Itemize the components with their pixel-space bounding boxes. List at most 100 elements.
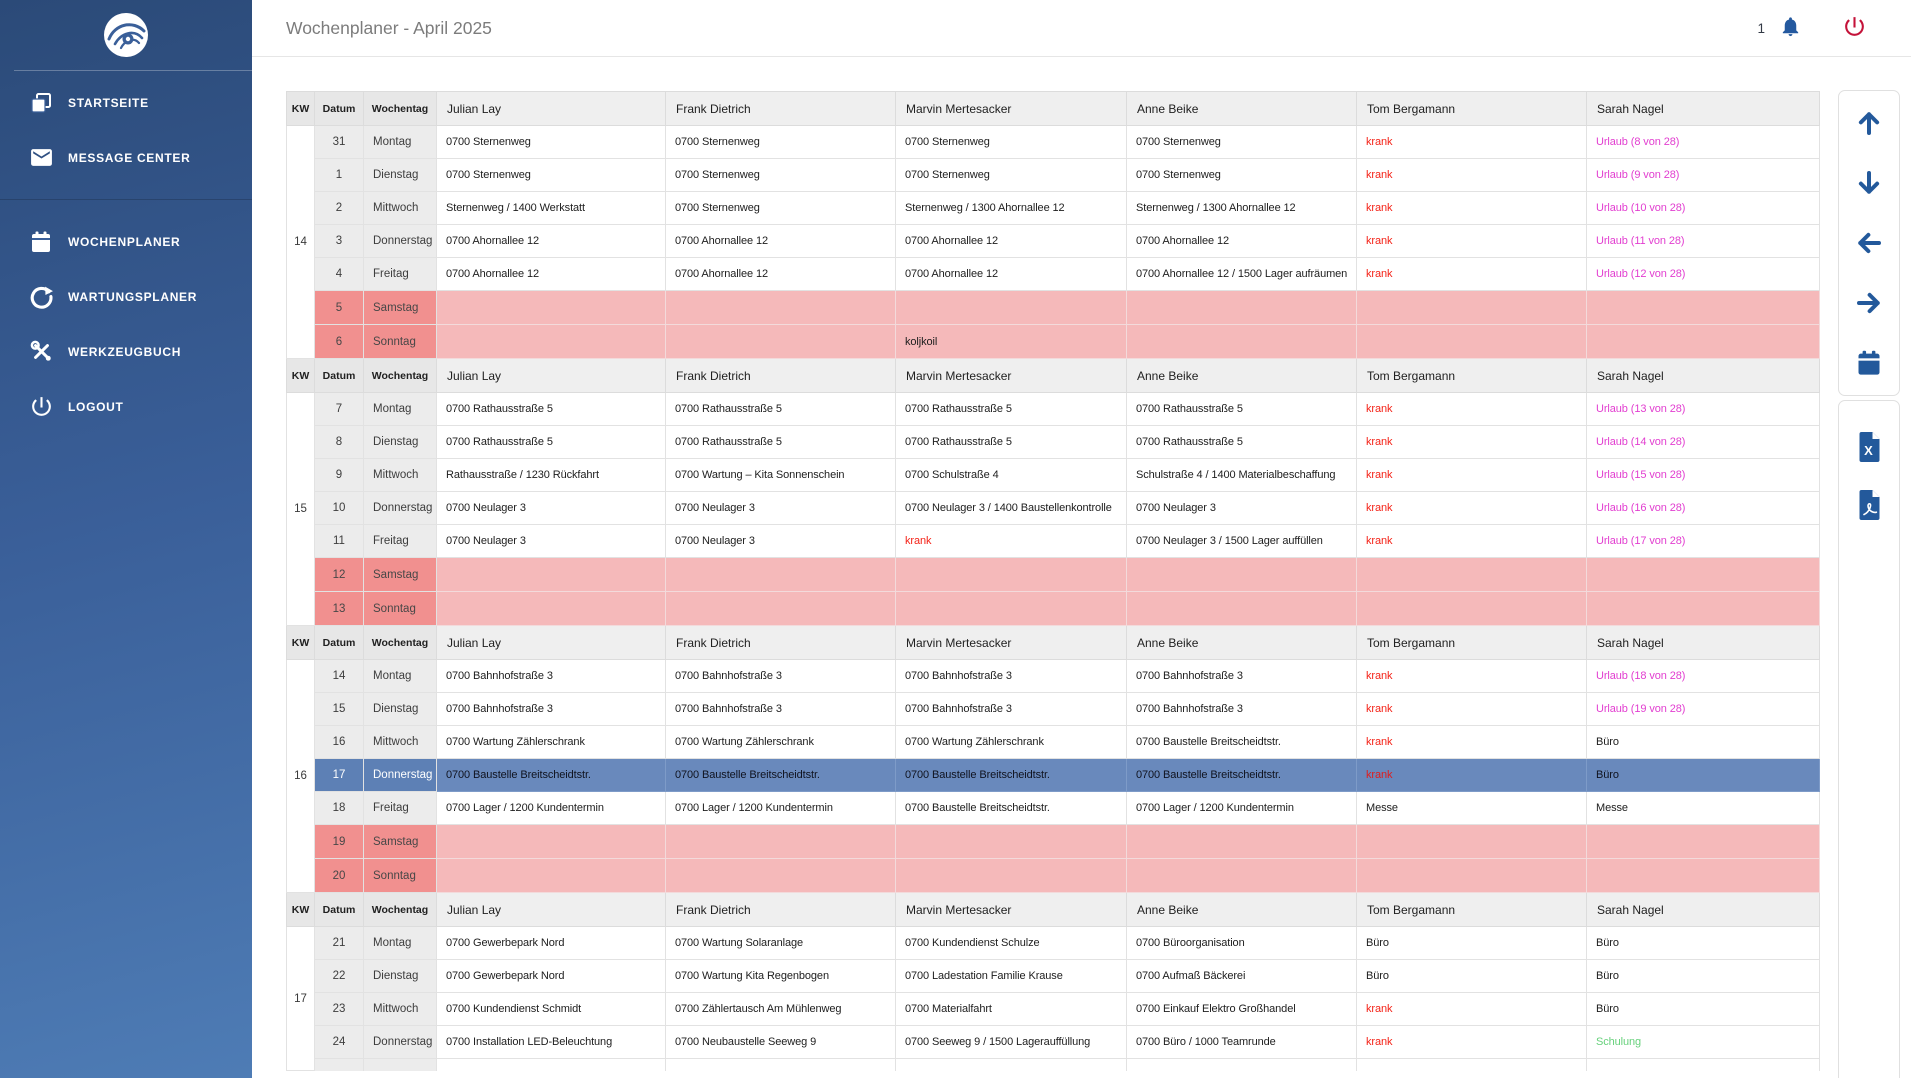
schedule-cell[interactable]: 0700 Sternenweg xyxy=(665,125,896,159)
schedule-cell[interactable]: 0700 Einkauf Elektro Großhandel xyxy=(1126,992,1357,1026)
schedule-cell[interactable] xyxy=(1356,290,1587,325)
date-cell[interactable]: 24 xyxy=(314,1025,364,1059)
date-cell[interactable]: 23 xyxy=(314,992,364,1026)
schedule-cell[interactable]: Schulstraße 4 / 1400 Materialbeschaffung xyxy=(1126,458,1357,492)
schedule-cell[interactable]: 0700 Rathausstraße 5 xyxy=(1126,392,1357,426)
schedule-cell[interactable] xyxy=(1356,557,1587,592)
schedule-cell[interactable]: 0700 Bahnhofstraße 3 xyxy=(1126,659,1357,693)
schedule-cell[interactable]: Büro xyxy=(1586,926,1820,960)
schedule-cell[interactable]: krank xyxy=(1356,659,1587,693)
schedule-cell[interactable]: 0700 Wartung Kita Regenbogen xyxy=(665,959,896,993)
schedule-cell[interactable]: 0700 Kundendienst Schmidt xyxy=(436,992,666,1026)
schedule-cell[interactable] xyxy=(665,290,896,325)
schedule-cell[interactable]: 0700 Baustelle Breitscheidtstr. xyxy=(1126,725,1357,759)
schedule-cell[interactable] xyxy=(1356,324,1587,359)
schedule-cell[interactable]: Urlaub (17 von 28) xyxy=(1586,524,1820,558)
weekday-cell[interactable]: Freitag xyxy=(363,524,437,558)
schedule-cell[interactable]: 0700 Sternenweg xyxy=(895,125,1127,159)
schedule-cell[interactable]: krank xyxy=(1356,524,1587,558)
schedule-cell[interactable]: Sternenweg / 1300 Ahornallee 12 xyxy=(1126,191,1357,225)
date-cell[interactable]: 7 xyxy=(314,392,364,426)
weekday-cell[interactable]: Donnerstag xyxy=(363,224,437,258)
schedule-cell[interactable]: krank xyxy=(1356,257,1587,291)
date-cell[interactable]: 12 xyxy=(314,557,364,592)
schedule-cell[interactable]: 0700 Bahnhofstraße 3 xyxy=(1126,692,1357,726)
schedule-cell[interactable]: Urlaub (16 von 28) xyxy=(1586,491,1820,525)
schedule-cell[interactable] xyxy=(1126,824,1357,859)
schedule-cell[interactable] xyxy=(895,1058,1127,1071)
schedule-cell[interactable] xyxy=(665,557,896,592)
sidebar-item-werkzeugbuch[interactable]: WERKZEUGBUCH xyxy=(0,324,252,379)
calendar-button[interactable] xyxy=(1849,345,1889,383)
date-cell[interactable]: 15 xyxy=(314,692,364,726)
schedule-cell[interactable]: 0700 Bahnhofstraße 3 xyxy=(895,692,1127,726)
schedule-cell[interactable] xyxy=(436,824,666,859)
schedule-cell[interactable] xyxy=(1356,1058,1587,1071)
schedule-cell[interactable]: Urlaub (19 von 28) xyxy=(1586,692,1820,726)
schedule-cell[interactable]: 0700 Lager / 1200 Kundentermin xyxy=(1126,791,1357,825)
date-cell[interactable]: 22 xyxy=(314,959,364,993)
schedule-cell[interactable]: 0700 Rathausstraße 5 xyxy=(895,425,1127,459)
schedule-cell[interactable]: krank xyxy=(1356,158,1587,192)
schedule-cell[interactable]: krank xyxy=(1356,1025,1587,1059)
weekday-cell[interactable]: Dienstag xyxy=(363,959,437,993)
schedule-cell[interactable]: 0700 Neulager 3 xyxy=(665,491,896,525)
schedule-cell[interactable]: 0700 Kundendienst Schulze xyxy=(895,926,1127,960)
date-cell[interactable]: 5 xyxy=(314,290,364,325)
schedule-cell[interactable] xyxy=(1126,324,1357,359)
weekday-cell[interactable]: Montag xyxy=(363,926,437,960)
schedule-cell[interactable]: 0700 Wartung Zählerschrank xyxy=(895,725,1127,759)
schedule-cell[interactable] xyxy=(1356,824,1587,859)
sidebar-item-wartungsplaner[interactable]: WARTUNGSPLANER xyxy=(0,269,252,324)
schedule-cell[interactable]: 0700 Neulager 3 / 1500 Lager auffüllen xyxy=(1126,524,1357,558)
schedule-cell[interactable]: krank xyxy=(1356,458,1587,492)
schedule-cell[interactable]: Sternenweg / 1400 Werkstatt xyxy=(436,191,666,225)
schedule-cell[interactable]: Sternenweg / 1300 Ahornallee 12 xyxy=(895,191,1127,225)
date-cell[interactable]: 20 xyxy=(314,858,364,893)
schedule-cell[interactable]: 0700 Sternenweg xyxy=(436,125,666,159)
schedule-cell[interactable] xyxy=(436,591,666,626)
schedule-cell[interactable]: 0700 Sternenweg xyxy=(895,158,1127,192)
schedule-cell[interactable]: 0700 Wartung Solaranlage xyxy=(665,926,896,960)
weekday-cell[interactable]: Mittwoch xyxy=(363,992,437,1026)
schedule-cell[interactable]: Messe xyxy=(1586,791,1820,825)
date-cell[interactable]: 1 xyxy=(314,158,364,192)
date-cell[interactable]: 19 xyxy=(314,824,364,859)
schedule-cell[interactable]: Urlaub (12 von 28) xyxy=(1586,257,1820,291)
weekday-cell[interactable]: Montag xyxy=(363,392,437,426)
date-cell[interactable]: 18 xyxy=(314,791,364,825)
schedule-cell[interactable]: 0700 Sternenweg xyxy=(1126,158,1357,192)
schedule-cell[interactable]: 0700 Neubaustelle Seeweg 9 xyxy=(665,1025,896,1059)
schedule-cell[interactable]: 0700 Ahornallee 12 / 1500 Lager aufräume… xyxy=(1126,257,1357,291)
date-cell[interactable]: 16 xyxy=(314,725,364,759)
weekday-cell[interactable] xyxy=(363,1058,437,1071)
date-cell[interactable]: 6 xyxy=(314,324,364,359)
schedule-cell[interactable]: Büro xyxy=(1356,959,1587,993)
excel-export-button[interactable]: X xyxy=(1849,429,1889,467)
schedule-cell[interactable]: 0700 Bahnhofstraße 3 xyxy=(665,659,896,693)
date-cell[interactable]: 2 xyxy=(314,191,364,225)
schedule-cell[interactable] xyxy=(436,1058,666,1071)
schedule-cell[interactable]: 0700 Neulager 3 / 1400 Baustellenkontrol… xyxy=(895,491,1127,525)
schedule-cell[interactable]: 0700 Ahornallee 12 xyxy=(1126,224,1357,258)
date-cell[interactable]: 17 xyxy=(314,758,364,792)
schedule-cell[interactable]: 0700 Baustelle Breitscheidtstr. xyxy=(1126,758,1357,792)
schedule-cell[interactable] xyxy=(665,1058,896,1071)
sidebar-item-logout[interactable]: LOGOUT xyxy=(0,379,252,434)
schedule-cell[interactable]: Messe xyxy=(1356,791,1587,825)
schedule-cell[interactable]: 0700 Gewerbepark Nord xyxy=(436,926,666,960)
schedule-cell[interactable]: 0700 Ahornallee 12 xyxy=(436,257,666,291)
weekday-cell[interactable]: Freitag xyxy=(363,791,437,825)
schedule-cell[interactable]: 0700 Wartung Zählerschrank xyxy=(436,725,666,759)
date-cell[interactable]: 4 xyxy=(314,257,364,291)
schedule-cell[interactable]: 0700 Ahornallee 12 xyxy=(436,224,666,258)
schedule-cell[interactable]: 0700 Neulager 3 xyxy=(436,491,666,525)
schedule-cell[interactable]: Büro xyxy=(1586,959,1820,993)
schedule-cell[interactable]: 0700 Baustelle Breitscheidtstr. xyxy=(895,791,1127,825)
schedule-cell[interactable]: Urlaub (14 von 28) xyxy=(1586,425,1820,459)
schedule-cell[interactable]: krank xyxy=(1356,224,1587,258)
schedule-cell[interactable]: 0700 Neulager 3 xyxy=(665,524,896,558)
schedule-cell[interactable]: 0700 Rathausstraße 5 xyxy=(895,392,1127,426)
schedule-cell[interactable]: Urlaub (15 von 28) xyxy=(1586,458,1820,492)
schedule-cell[interactable] xyxy=(1586,557,1820,592)
